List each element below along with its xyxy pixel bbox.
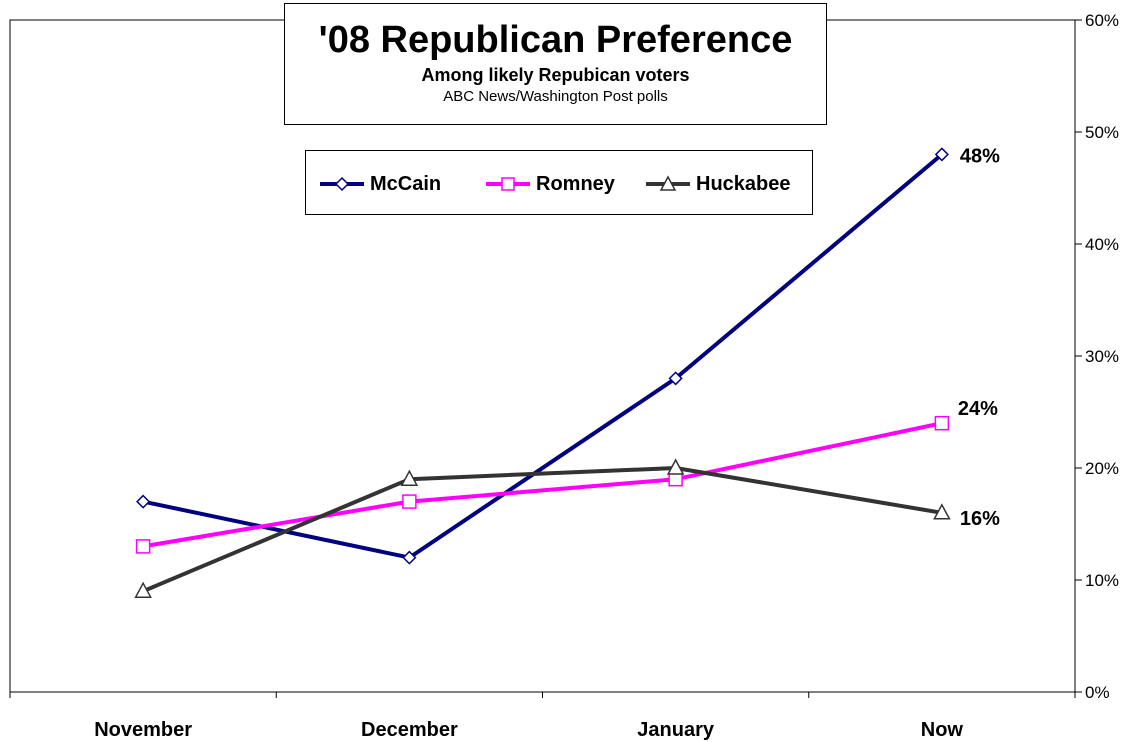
legend-swatch-huckabee	[646, 175, 690, 191]
legend-item-huckabee: Huckabee	[644, 171, 791, 197]
x-tick-label: December	[361, 719, 458, 741]
data-point-huckabee	[666, 458, 685, 475]
data-label-huckabee: 16%	[960, 508, 1000, 530]
chart-title-box: '08 Republican Preference Among likely R…	[284, 3, 827, 125]
y-tick-label: 20%	[1085, 459, 1119, 478]
data-point-romney	[402, 494, 417, 509]
legend: McCain Romney Huckabee	[305, 150, 813, 215]
x-tick-label: Now	[921, 719, 964, 741]
legend-label-romney: Romney	[536, 172, 615, 195]
data-point-huckabee	[134, 581, 152, 598]
legend-item-mccain: McCain	[318, 171, 441, 197]
y-tick-label: 60%	[1085, 11, 1119, 30]
data-label-mccain: 48%	[960, 145, 1000, 167]
legend-swatch-romney	[486, 177, 530, 191]
data-point-huckabee	[400, 469, 419, 486]
legend-label-huckabee: Huckabee	[696, 172, 791, 195]
y-tick-label: 40%	[1085, 235, 1119, 254]
data-point-romney	[934, 415, 950, 431]
chart-subtitle: Among likely Repubican voters	[421, 65, 690, 85]
data-point-mccain	[668, 371, 683, 386]
y-tick-label: 50%	[1085, 123, 1119, 142]
data-point-mccain	[934, 147, 949, 162]
series-line-mccain	[142, 152, 944, 560]
y-tick-label: 10%	[1085, 571, 1119, 590]
chart-source: ABC News/Washington Post polls	[443, 88, 668, 105]
x-tick-label: November	[94, 719, 192, 741]
data-point-mccain	[136, 494, 151, 509]
y-tick-label: 0%	[1085, 683, 1110, 702]
legend-item-romney: Romney	[484, 171, 615, 197]
data-label-romney: 24%	[958, 398, 998, 420]
data-point-mccain	[402, 550, 417, 565]
chart-title: '08 Republican Preference	[318, 19, 793, 61]
series-line-romney	[142, 421, 943, 549]
series-line-huckabee	[142, 466, 943, 594]
x-tick-label: January	[637, 719, 715, 741]
legend-swatch-mccain	[320, 176, 364, 192]
data-point-romney	[135, 539, 151, 554]
y-tick-label: 30%	[1085, 347, 1119, 366]
data-point-huckabee	[933, 503, 951, 520]
legend-label-mccain: McCain	[370, 172, 442, 195]
